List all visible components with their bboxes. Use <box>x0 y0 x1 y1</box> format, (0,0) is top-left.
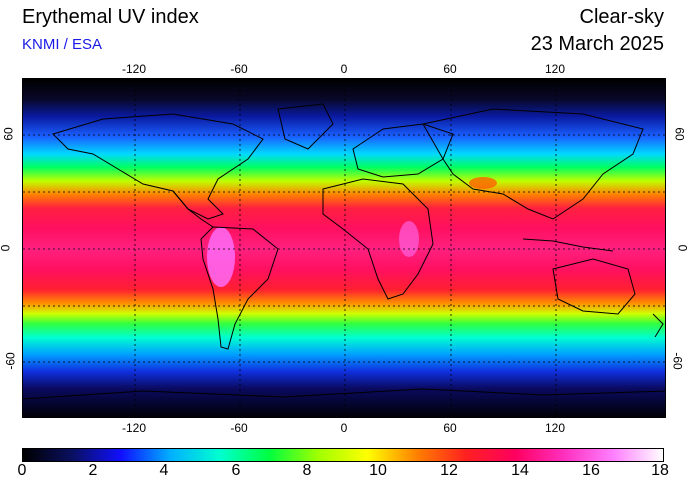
lat-tick-left: 60 <box>1 127 16 141</box>
tibet-high-uv <box>469 177 497 189</box>
asia-outline <box>422 108 644 220</box>
colorbar-label: 2 <box>88 462 98 479</box>
andes-high-uv <box>207 227 235 287</box>
date-label: 23 March 2025 <box>530 33 664 55</box>
lon-tick-top: 120 <box>544 62 566 76</box>
lon-tick-top: 60 <box>443 62 457 76</box>
lat-tick-left: 0 <box>0 245 12 252</box>
greenland-outline <box>277 103 334 150</box>
graticule <box>23 79 665 417</box>
uv-map <box>22 78 666 418</box>
north-america-outline <box>52 113 264 220</box>
lon-tick-bottom: -120 <box>121 421 147 435</box>
colorbar-label: 4 <box>159 462 169 479</box>
central-america-outline <box>172 190 214 228</box>
new-zealand-outline <box>652 313 664 338</box>
colorbar <box>22 448 664 462</box>
lon-tick-bottom: 120 <box>544 421 566 435</box>
east-africa-high-uv <box>399 221 419 257</box>
lon-tick-bottom: -60 <box>230 421 248 435</box>
colorbar-label: 18 <box>651 462 669 479</box>
colorbar-label: 14 <box>511 462 529 479</box>
credit-label: KNMI / ESA <box>22 36 103 53</box>
antarctica-outline <box>23 388 665 400</box>
map-title: Erythemal UV index <box>22 6 199 28</box>
australia-outline <box>552 258 636 315</box>
colorbar-label: 6 <box>231 462 241 479</box>
colorbar-label: 10 <box>369 462 387 479</box>
condition-label: Clear-sky <box>579 6 664 28</box>
lat-tick-right: 0 <box>676 245 688 252</box>
colorbar-label: 16 <box>582 462 600 479</box>
lat-tick-right: -60 <box>670 352 685 370</box>
africa-outline <box>322 178 434 300</box>
colorbar-label: 8 <box>302 462 312 479</box>
colorbar-label: 0 <box>17 462 27 479</box>
lon-tick-top: -120 <box>121 62 147 76</box>
lon-tick-bottom: 60 <box>443 421 457 435</box>
lon-tick-top: 0 <box>340 62 348 76</box>
lat-tick-right: 60 <box>672 127 687 141</box>
uv-field <box>23 79 665 417</box>
map-frame <box>22 78 666 418</box>
colorbar-label: 12 <box>440 462 458 479</box>
lon-tick-bottom: 0 <box>340 421 348 435</box>
lat-tick-left: -60 <box>3 352 18 370</box>
lon-tick-top: -60 <box>230 62 248 76</box>
uv-field-svg <box>23 79 665 417</box>
